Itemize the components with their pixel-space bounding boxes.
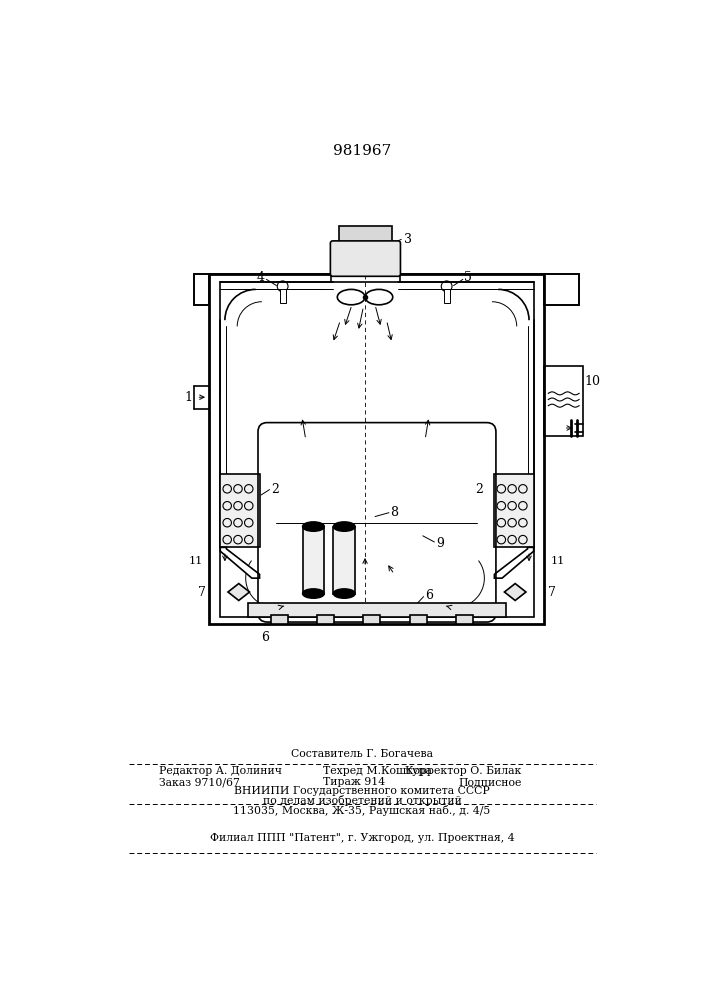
Polygon shape	[494, 547, 534, 578]
Text: 6: 6	[261, 631, 269, 644]
Bar	[317, 615, 334, 624]
Text: ВНИИПИ Государственного комитета СССР: ВНИИПИ Государственного комитета СССР	[234, 786, 490, 796]
Bar	[443, 289, 450, 303]
Bar	[209, 274, 544, 624]
FancyBboxPatch shape	[330, 241, 400, 276]
Bar	[409, 615, 426, 624]
Text: 6: 6	[425, 589, 433, 602]
Bar	[279, 289, 286, 303]
Bar	[221, 282, 534, 617]
Polygon shape	[504, 584, 526, 600]
Ellipse shape	[303, 589, 325, 598]
Polygon shape	[221, 547, 259, 578]
Bar	[363, 615, 380, 624]
Text: Подписное: Подписное	[458, 777, 521, 787]
Bar	[456, 615, 473, 624]
Text: 7: 7	[198, 586, 206, 599]
Text: Техред М.Коштура: Техред М.Коштура	[322, 766, 431, 776]
Text: Тираж 914: Тираж 914	[322, 777, 385, 787]
Bar	[494, 474, 534, 547]
Text: 8: 8	[390, 506, 399, 519]
Bar	[334, 527, 355, 594]
Text: 5: 5	[464, 271, 472, 284]
Text: Составитель Г. Богачева: Составитель Г. Богачева	[291, 749, 433, 759]
Text: 10: 10	[585, 375, 600, 388]
Bar	[333, 243, 398, 274]
Text: Корректор О. Билак: Корректор О. Билак	[405, 766, 521, 776]
Bar	[544, 274, 579, 305]
Bar	[544, 366, 583, 436]
Bar	[221, 474, 259, 547]
Text: 4: 4	[257, 271, 265, 284]
Bar	[339, 226, 392, 243]
Bar	[194, 274, 209, 305]
Bar	[303, 527, 325, 594]
Text: Заказ 9710/67: Заказ 9710/67	[160, 777, 240, 787]
Text: 113035, Москва, Ж-35, Раушская наб., д. 4/5: 113035, Москва, Ж-35, Раушская наб., д. …	[233, 805, 491, 816]
Text: Редактор А. Долинич: Редактор А. Долинич	[160, 766, 282, 776]
Ellipse shape	[334, 589, 355, 598]
Text: по делам изобретений и открытий: по делам изобретений и открытий	[262, 795, 462, 806]
Bar	[248, 603, 506, 617]
Text: 11: 11	[189, 556, 204, 566]
Text: Филиал ППП "Патент", г. Ужгород, ул. Проектная, 4: Филиал ППП "Патент", г. Ужгород, ул. Про…	[210, 833, 514, 843]
Text: 1: 1	[185, 391, 192, 404]
Bar	[271, 615, 288, 624]
Text: 2: 2	[475, 483, 483, 496]
Polygon shape	[228, 584, 250, 600]
Text: 3: 3	[404, 233, 412, 246]
Text: 11: 11	[551, 556, 565, 566]
Ellipse shape	[303, 522, 325, 531]
Text: 9: 9	[437, 537, 445, 550]
Text: 7: 7	[549, 586, 556, 599]
Ellipse shape	[334, 522, 355, 531]
Text: 981967: 981967	[333, 144, 391, 158]
Text: 2: 2	[271, 483, 279, 496]
